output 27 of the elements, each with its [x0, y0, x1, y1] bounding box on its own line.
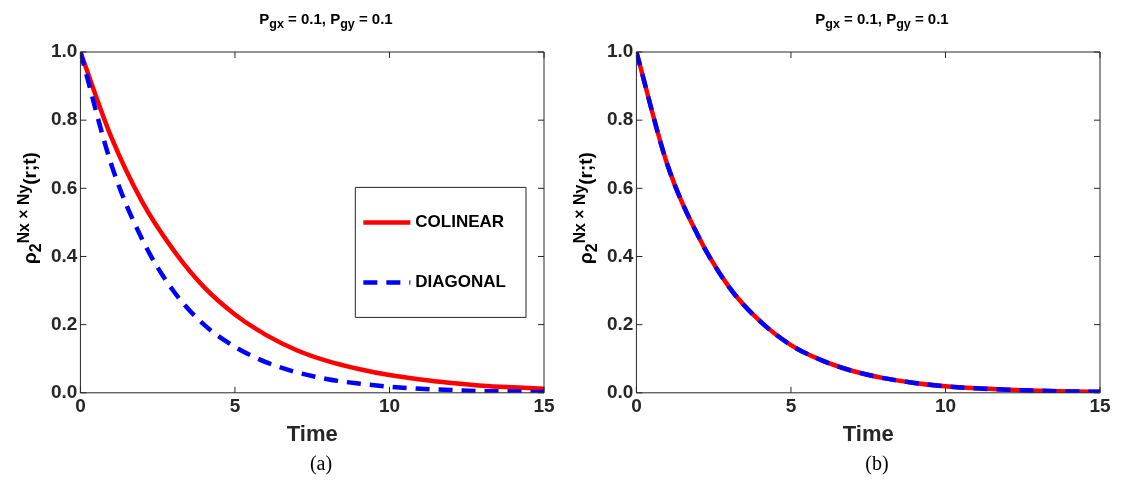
y-tick-label: 0.8	[50, 108, 78, 130]
x-tick-label: 5	[785, 395, 797, 417]
y-tick-label: 1.0	[50, 40, 78, 62]
legend-label: COLINEAR	[415, 212, 505, 232]
x-axis-title: Time	[842, 420, 894, 446]
text: (a)	[308, 452, 334, 475]
chart-title: P$_{gx}$ = 0.1, P$_{gy}$ = 0.1	[814, 10, 950, 31]
x-tick-label: 5	[229, 395, 241, 417]
x-tick-label: 0	[75, 395, 86, 417]
y-tick-label: 0.8	[606, 108, 634, 130]
y-tick-label: 0.4	[50, 244, 78, 266]
x-tick-label: 10	[378, 395, 401, 417]
legend-label: DIAGONAL	[415, 272, 507, 292]
y-tick-label: 0.2	[606, 312, 634, 334]
x-tick-label: 15	[533, 395, 555, 417]
x-axis-title: Time	[286, 420, 338, 446]
y-tick-label: 1.0	[606, 40, 634, 62]
x-tick-label: 10	[934, 395, 957, 417]
chart-title: P$_{gx}$ = 0.1, P$_{gy}$ = 0.1	[258, 10, 394, 31]
line-series	[636, 52, 1100, 393]
y-tick-label: 0.4	[606, 244, 634, 266]
x-tick-label: 15	[1089, 395, 1111, 417]
x-tick-label: 0	[631, 395, 642, 417]
text: (b)	[864, 452, 890, 475]
y-tick-label: 0.6	[50, 176, 78, 198]
y-tick-label: 0.2	[50, 312, 78, 334]
y-tick-label: 0.6	[606, 176, 634, 198]
